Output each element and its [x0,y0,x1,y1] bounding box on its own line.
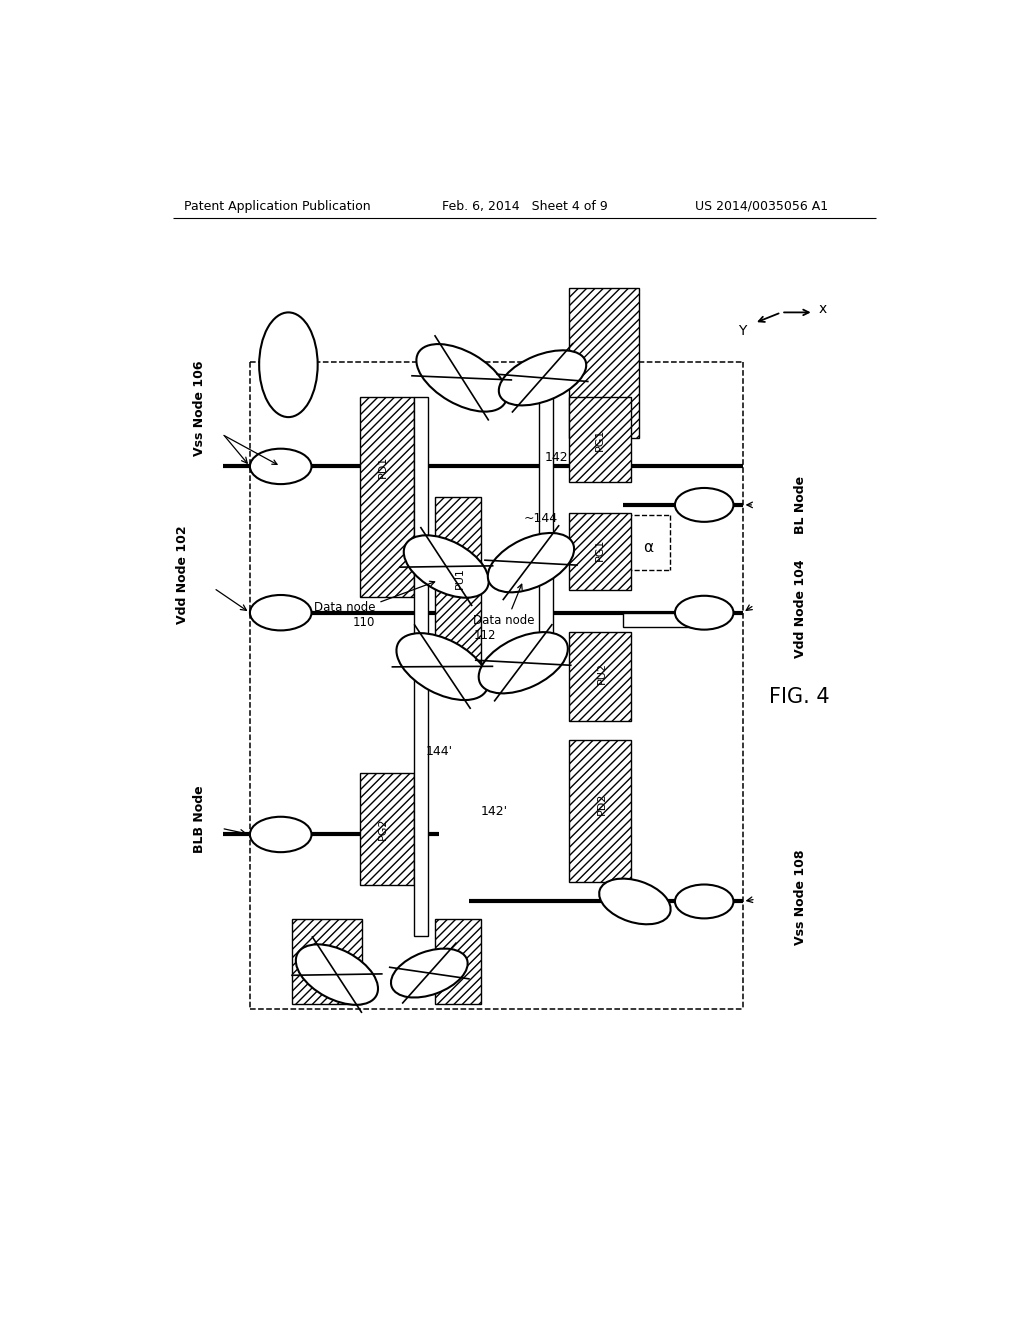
Text: PU2: PU2 [597,661,607,684]
Text: Y: Y [738,323,746,338]
Ellipse shape [296,944,378,1005]
Text: US 2014/0035056 A1: US 2014/0035056 A1 [695,199,828,213]
Bar [624,612,692,627]
Bar [292,919,361,1003]
Ellipse shape [675,595,733,630]
Bar [569,512,631,590]
Ellipse shape [417,345,507,412]
Text: BL Node: BL Node [794,475,807,535]
Ellipse shape [250,817,311,853]
Bar [360,397,414,597]
Bar [360,774,414,884]
Ellipse shape [250,449,311,484]
Bar [569,632,631,721]
Text: 144': 144' [425,744,453,758]
Text: α: α [643,540,653,554]
Text: ~144: ~144 [523,512,557,525]
Text: Vss Node 108: Vss Node 108 [794,850,807,945]
Text: BLB Node: BLB Node [194,785,207,853]
Text: x: x [818,301,827,315]
Ellipse shape [675,488,733,521]
Text: Vdd Node 102: Vdd Node 102 [176,525,189,623]
Bar [539,397,553,659]
Text: FIG. 4: FIG. 4 [769,688,829,708]
Ellipse shape [391,949,468,998]
Text: PG1: PG1 [595,539,605,561]
Ellipse shape [478,632,568,693]
Text: PU1: PU1 [455,568,465,589]
Bar [435,919,481,1003]
Ellipse shape [259,313,317,417]
Text: Data node
110: Data node 110 [314,581,434,630]
Text: PD2: PD2 [597,792,607,814]
Text: Vss Node 106: Vss Node 106 [194,360,207,457]
Text: PG2: PG2 [378,817,388,840]
Bar [569,739,631,882]
Ellipse shape [403,536,488,598]
Ellipse shape [396,634,488,700]
Ellipse shape [675,884,733,919]
Bar [435,498,481,667]
Ellipse shape [250,595,311,631]
Text: Feb. 6, 2014   Sheet 4 of 9: Feb. 6, 2014 Sheet 4 of 9 [442,199,607,213]
Text: Vdd Node 104: Vdd Node 104 [794,560,807,659]
Text: Data node
112: Data node 112 [473,585,535,643]
Text: 142: 142 [545,450,568,463]
Text: PG1: PG1 [595,428,605,450]
Text: 142': 142' [481,805,508,818]
Text: Patent Application Publication: Patent Application Publication [183,199,370,213]
Bar [569,397,631,482]
Bar [414,397,428,936]
Text: PD1: PD1 [378,455,388,478]
Ellipse shape [599,879,671,924]
Ellipse shape [487,533,574,593]
Ellipse shape [499,350,586,405]
Bar [569,288,639,438]
